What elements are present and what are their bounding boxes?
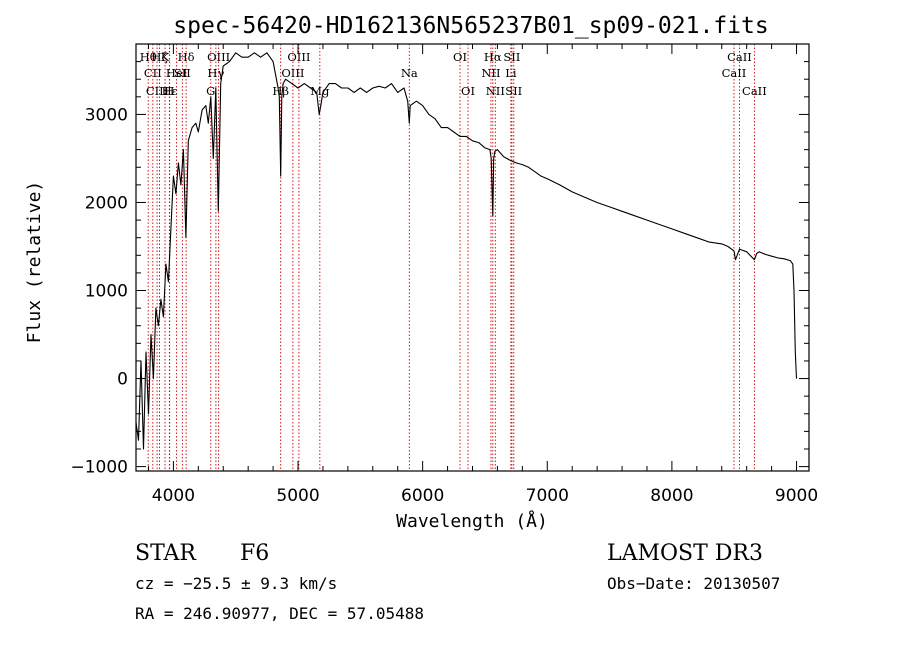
spectral-line-label: Na (401, 66, 418, 80)
spectral-line-label: Hβ (272, 84, 289, 98)
spectral-line-label: Hα (484, 50, 502, 64)
spectral-line-label: CII (144, 66, 162, 80)
x-tick-label: 5000 (276, 486, 319, 506)
y-tick-label: 2000 (85, 193, 128, 213)
x-tick-label: 8000 (650, 486, 693, 506)
chart-title: spec-56420-HD162136N565237B01_sp09-021.f… (173, 13, 768, 39)
spectral-line-label: K (161, 50, 170, 64)
object-class: STAR (135, 541, 197, 566)
y-tick-label: −1000 (70, 458, 128, 478)
x-axis-label: Wavelength (Å) (396, 510, 548, 532)
flux-series (135, 52, 798, 450)
spectral-line-label: Mg (310, 84, 330, 98)
spectral-line-label: Hθ (140, 50, 157, 64)
spectral-line-label: HeI (166, 66, 187, 80)
spectral-line-label: OIII (207, 50, 230, 64)
spectral-line-label: Hε (162, 84, 178, 98)
spectral-line-label: Hζ (151, 50, 167, 64)
y-tick-label: 0 (117, 370, 128, 390)
x-tick-label: 9000 (775, 486, 818, 506)
y-axis-label: Flux (relative) (24, 181, 45, 344)
y-axis-ticks: −1000 0 1000 2000 3000 (70, 61, 809, 478)
flux-line (135, 52, 798, 450)
spectral-line-labels: HθCIICIIIHζKHHεHeISIIHδGHγOIIIHβOIIIOIII… (140, 50, 767, 98)
object-subclass: F6 (240, 541, 269, 566)
spectral-line-markers (147, 44, 755, 471)
spectral-line-label: H (164, 84, 174, 98)
plot-frame (135, 43, 810, 472)
survey-name: LAMOST DR3 (607, 541, 763, 566)
spectral-line-label: NII (486, 84, 505, 98)
x-axis-ticks: 4000 5000 6000 7000 8000 9000 (147, 44, 818, 506)
spectral-line-label: CaII (742, 84, 767, 98)
y-tick-label: 3000 (85, 105, 128, 125)
spectral-line-label: OI (461, 84, 475, 98)
spectral-line-label: Hγ (207, 66, 224, 80)
spectral-line-label: SII (505, 84, 522, 98)
spectral-line-label: OI (453, 50, 467, 64)
spectral-line-label: SII (174, 66, 191, 80)
spectral-line-label: G (206, 84, 215, 98)
x-tick-label: 4000 (152, 486, 195, 506)
spectral-line-label: CaII (722, 66, 747, 80)
spectral-line-label: CIII (146, 84, 168, 98)
spectral-line-label: CaII (727, 50, 752, 64)
spectral-line-label: OIII (281, 66, 304, 80)
observation-date: Obs−Date: 20130507 (607, 574, 780, 593)
spectral-line-label: OIII (287, 50, 310, 64)
x-tick-label: 6000 (401, 486, 444, 506)
y-tick-label: 1000 (85, 282, 128, 302)
spectral-line-label: NII (481, 66, 500, 80)
x-tick-label: 7000 (526, 486, 569, 506)
redshift-cz: cz = −25.5 ± 9.3 km/s (135, 574, 337, 593)
spectral-line-label: Li (505, 66, 517, 80)
ra-dec: RA = 246.90977, DEC = 57.05488 (135, 604, 424, 623)
spectral-line-label: SII (503, 50, 520, 64)
spectral-line-label: Hδ (178, 50, 195, 64)
